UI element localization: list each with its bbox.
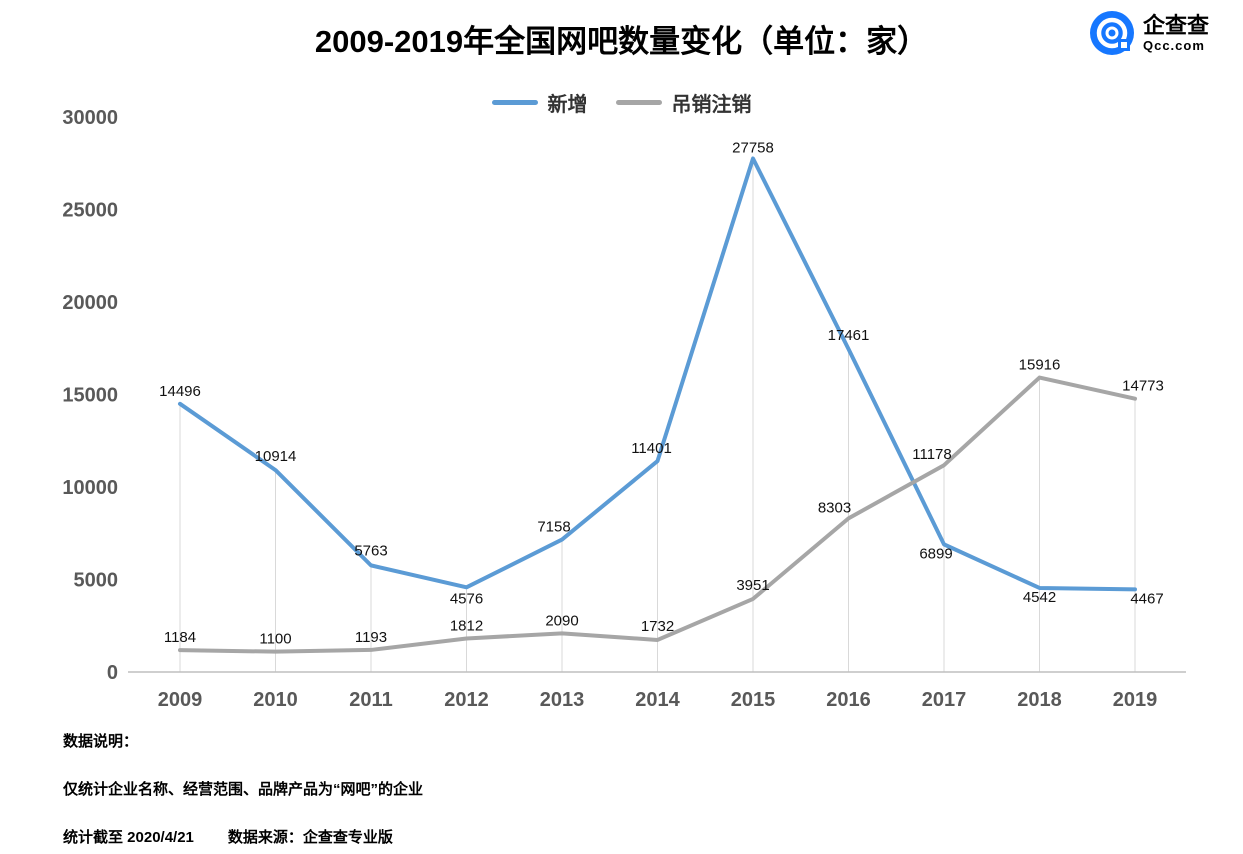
data-label: 11401: [631, 440, 672, 457]
legend-label-revoked: 吊销注销: [671, 94, 752, 116]
qcc-logo-icon: [1089, 11, 1134, 55]
x-axis-tick-label: 2009: [158, 689, 203, 711]
x-axis-tick-label: 2013: [540, 689, 585, 711]
qcc-logo-domain: Qcc.com: [1142, 38, 1205, 54]
y-axis-tick-label: 25000: [62, 200, 118, 222]
data-label: 1100: [259, 631, 291, 648]
data-label: 27758: [732, 139, 774, 156]
footer-note-date: 统计截至 2020/4/21: [63, 829, 194, 846]
data-label: 1193: [355, 629, 387, 646]
footer-notes: 数据说明： 仅统计企业名称、经营范围、品牌产品为“网吧”的企业 统计截至 202…: [63, 730, 423, 847]
footer-note-meta: 统计截至 2020/4/21 数据来源：企查查专业版: [63, 826, 423, 847]
footer-note-source: 数据来源：企查查专业版: [227, 829, 393, 846]
chart-legend: 新增 吊销注销: [0, 88, 1243, 117]
data-label: 1812: [450, 617, 483, 634]
qcc-logo-text: 企查查 Qcc.com: [1143, 13, 1209, 53]
data-label: 4542: [1023, 589, 1056, 606]
x-axis-tick-label: 2010: [253, 689, 298, 711]
legend-swatch-revoked: [615, 100, 662, 105]
x-axis-tick-label: 2017: [922, 689, 967, 711]
data-label: 4576: [450, 590, 483, 607]
data-label: 11178: [912, 446, 952, 463]
legend-label-new: 新增: [547, 94, 588, 116]
data-label: 4467: [1130, 590, 1163, 607]
chart-title: 2009-2019年全国网吧数量变化（单位：家）: [314, 24, 929, 59]
data-label: 14496: [159, 383, 201, 400]
legend-swatch-new: [491, 100, 538, 105]
data-label: 15916: [1019, 357, 1061, 374]
y-axis-tick-label: 5000: [74, 570, 119, 592]
data-label: 6899: [919, 545, 952, 562]
y-axis-tick-label: 30000: [62, 107, 118, 129]
x-axis-tick-label: 2011: [349, 689, 392, 711]
y-axis-tick-label: 15000: [62, 385, 118, 407]
x-axis-tick-label: 2012: [444, 689, 489, 711]
qcc-logo-name: 企查查: [1142, 12, 1209, 38]
data-label: 5763: [354, 542, 387, 559]
x-axis-tick-label: 2019: [1113, 689, 1158, 711]
data-label: 10914: [255, 448, 297, 465]
y-axis-tick-label: 10000: [62, 477, 118, 499]
series-line-new: [178, 156, 1137, 592]
footer-note-heading: 数据说明：: [63, 733, 139, 750]
data-label: 1184: [164, 629, 196, 646]
data-label: 3951: [736, 577, 769, 594]
line-chart-canvas: 0 5000 10000 15000 20000 25000 30000 2009 2010 20…: [62, 107, 1186, 711]
data-label: 2090: [545, 612, 578, 629]
series-line-revoked: [178, 375, 1137, 654]
y-axis-tick-label: 0: [107, 662, 118, 684]
x-axis-tick-label: 2018: [1017, 689, 1062, 711]
x-axis-tick-label: 2014: [635, 689, 680, 711]
qcc-logo: 企查查 Qcc.com: [1089, 10, 1209, 56]
legend-item-revoked: 吊销注销: [615, 88, 752, 117]
data-label: 14773: [1122, 378, 1164, 395]
footer-note-scope: 仅统计企业名称、经营范围、品牌产品为“网吧”的企业: [63, 781, 424, 798]
x-axis-tick-label: 2015: [731, 689, 776, 711]
x-axis-tick-label: 2016: [826, 689, 871, 711]
legend-item-new: 新增: [491, 88, 588, 117]
data-label: 7158: [537, 519, 570, 536]
y-axis-tick-label: 20000: [62, 292, 118, 314]
data-label: 17461: [828, 327, 870, 344]
data-label: 8303: [818, 499, 851, 516]
data-label: 1732: [641, 618, 674, 635]
